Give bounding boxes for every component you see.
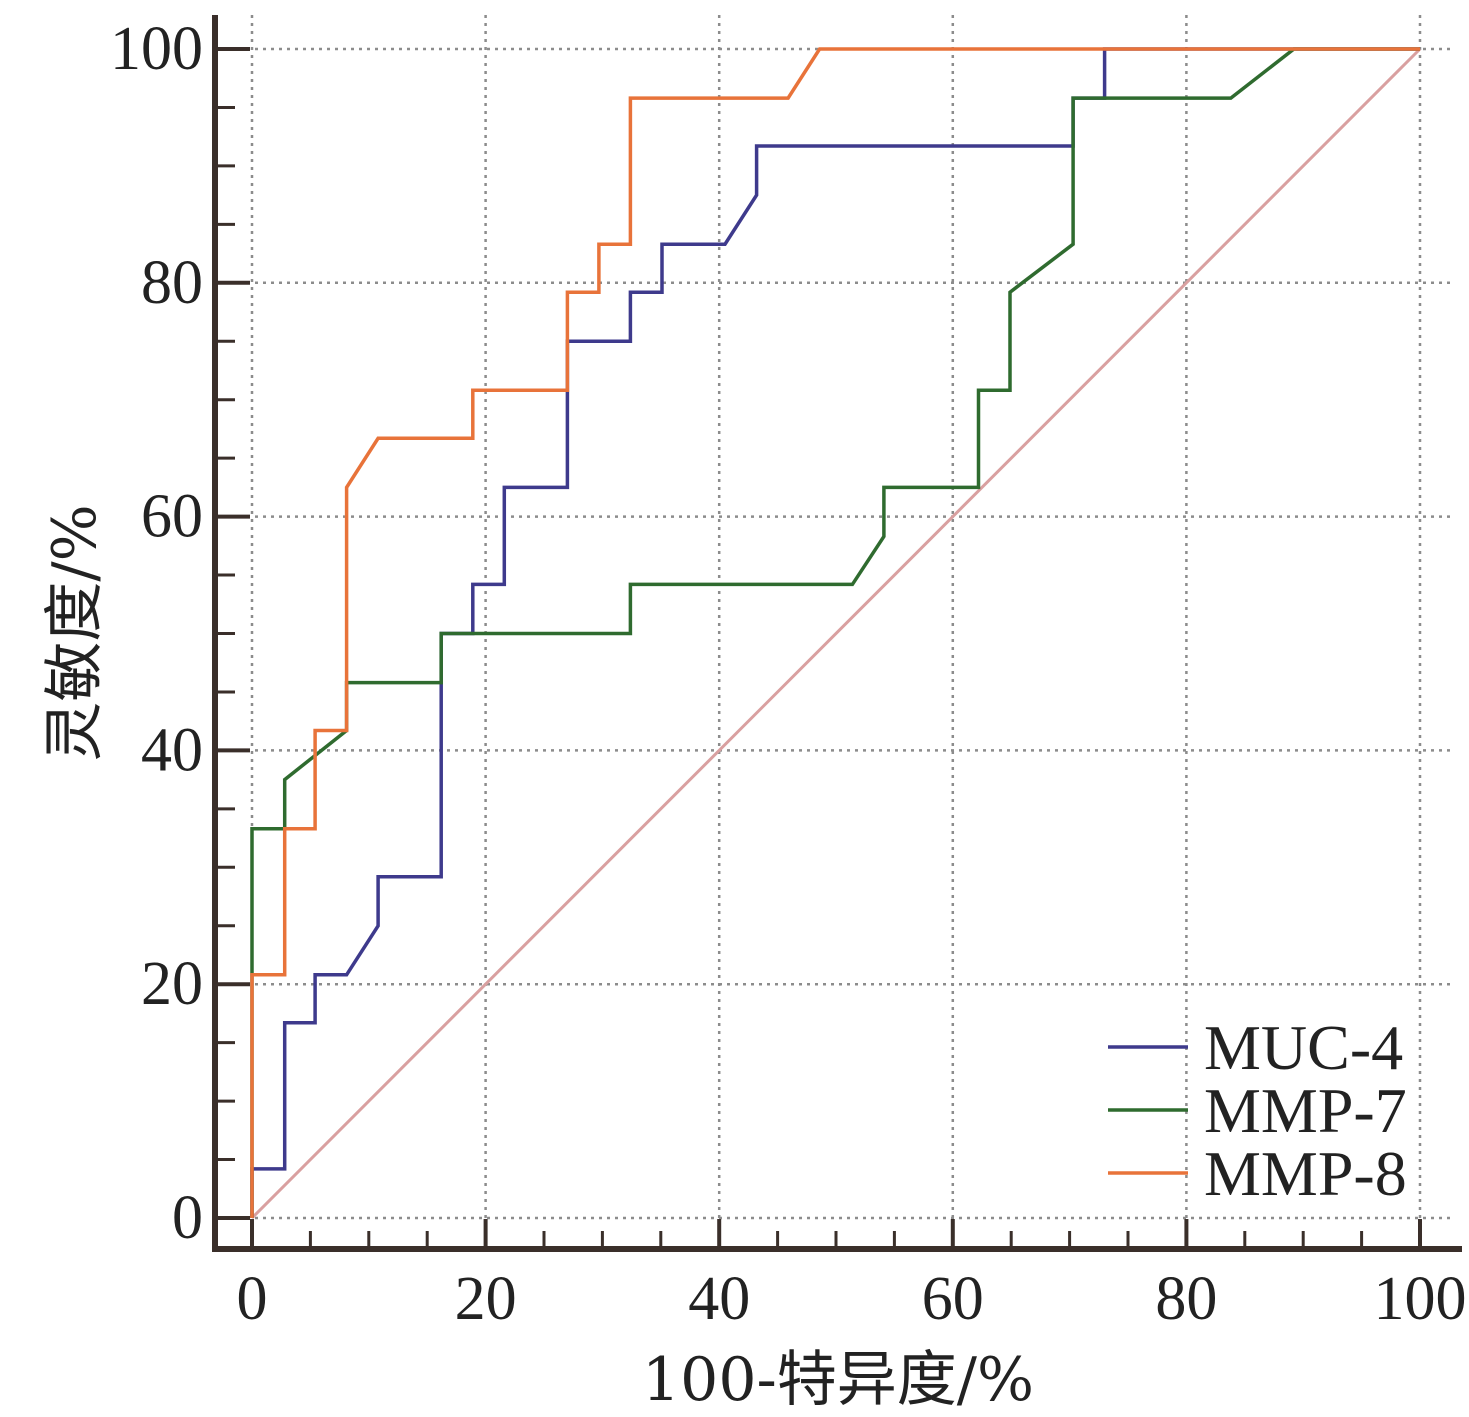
series-line-muc-4 <box>250 47 1420 1218</box>
x-tick-label: 40 <box>688 1265 750 1333</box>
x-tick-label: 0 <box>237 1265 268 1333</box>
y-tick-label: 20 <box>141 950 203 1018</box>
legend-label: MMP-8 <box>1204 1138 1407 1209</box>
y-tick-label: 0 <box>172 1184 203 1252</box>
legend-label: MMP-7 <box>1204 1075 1407 1146</box>
y-tick-label: 80 <box>141 249 203 317</box>
series-line-mmp-8 <box>250 47 1420 1218</box>
x-tick-label: 60 <box>922 1265 984 1333</box>
y-tick-label: 40 <box>141 716 203 784</box>
x-tick-label: 20 <box>455 1265 517 1333</box>
y-tick-label: 60 <box>141 483 203 551</box>
legend-label: MUC-4 <box>1204 1012 1403 1083</box>
series-lines <box>250 47 1422 1220</box>
x-axis-title: 100-特异度/% <box>642 1345 1034 1415</box>
reference-diagonal-line <box>250 47 1422 1220</box>
x-tick-label: 100 <box>1374 1265 1467 1333</box>
y-axis-title: 灵敏度/% <box>40 504 110 761</box>
ticks: 0 20 40 60 80 100 0 20 40 60 80 100 <box>110 15 1467 1333</box>
y-tick-label: 100 <box>110 15 203 83</box>
x-tick-label: 80 <box>1155 1265 1217 1333</box>
